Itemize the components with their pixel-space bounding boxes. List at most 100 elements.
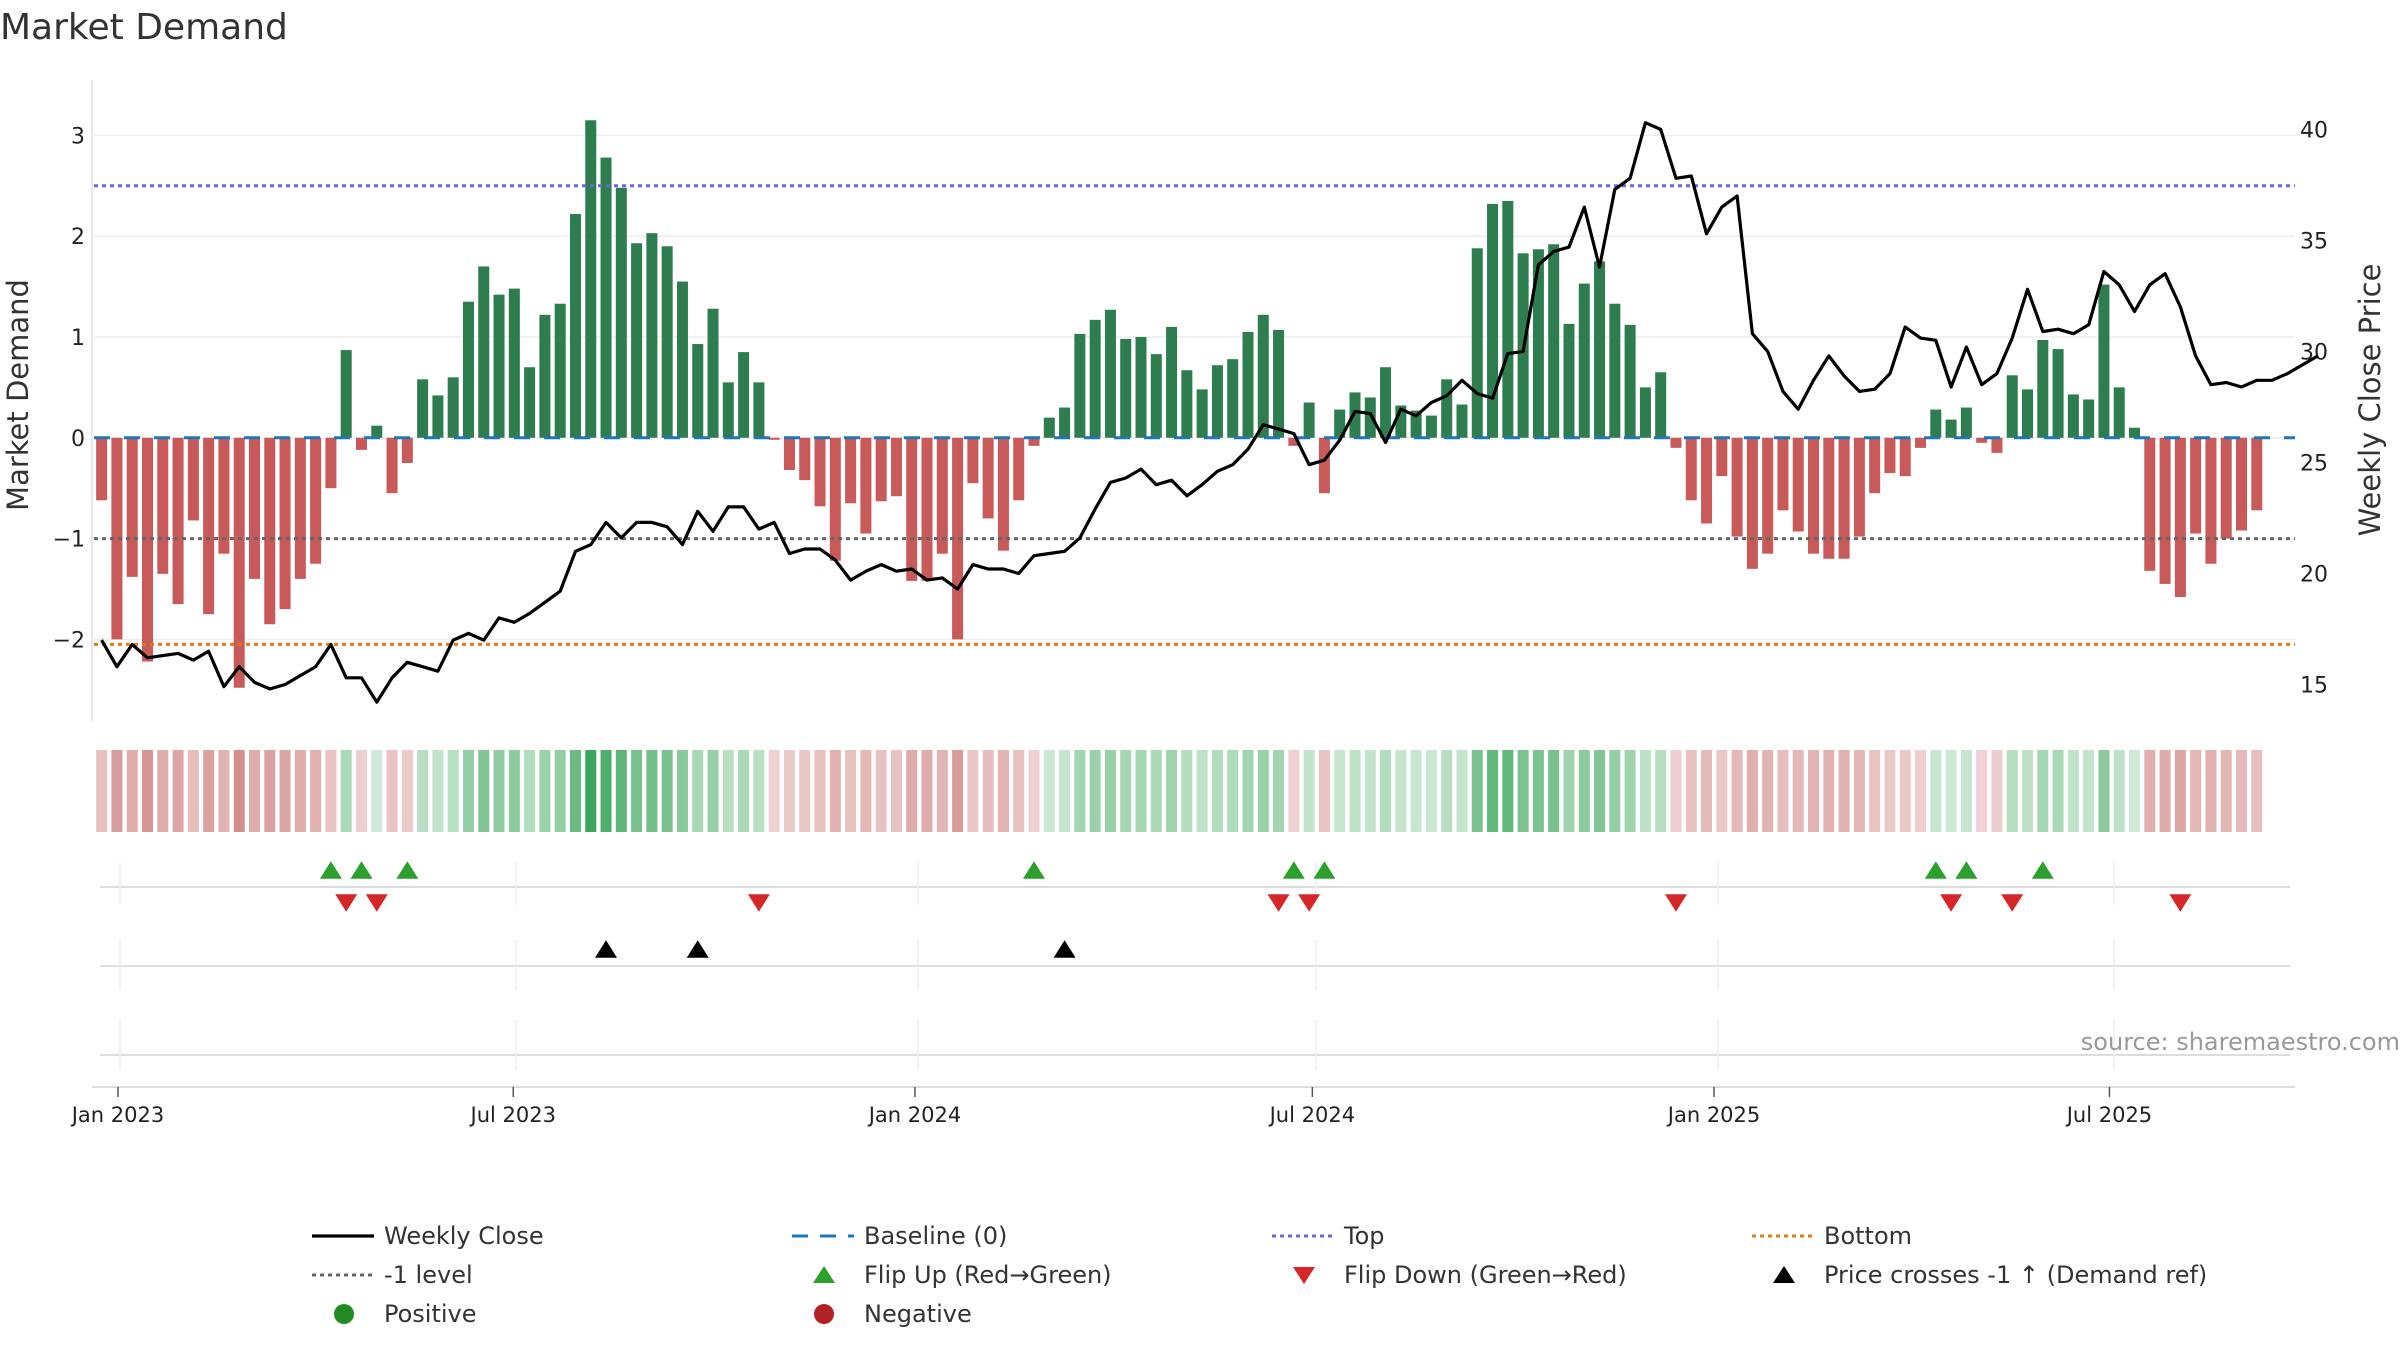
- legend-item: Top: [1272, 1222, 1385, 1250]
- flip-up-marker: [319, 861, 342, 879]
- demand-bar-negative: [1884, 437, 1896, 474]
- demand-bar-negative: [1915, 437, 1927, 448]
- demand-bar-negative: [890, 437, 902, 497]
- heat-cell-positive: [1364, 750, 1376, 832]
- demand-bar-positive: [1104, 309, 1116, 438]
- heat-cell-positive: [2113, 750, 2125, 832]
- heat-cell-positive: [1273, 750, 1285, 832]
- legend-item: Negative: [814, 1300, 972, 1328]
- demand-bar-negative: [1013, 437, 1025, 501]
- heat-cell-negative: [829, 750, 841, 832]
- demand-bar-positive: [554, 303, 566, 438]
- heat-cell-negative: [860, 750, 872, 832]
- demand-bar-negative: [2205, 437, 2217, 564]
- heat-cell-negative: [1762, 750, 1774, 832]
- heat-cell-positive: [585, 750, 597, 832]
- legend-triangle-up-icon: [1773, 1266, 1795, 1283]
- demand-bar-negative: [1777, 437, 1789, 511]
- heat-cell-positive: [1089, 750, 1101, 832]
- heat-cell-positive: [432, 750, 444, 832]
- heat-cell-positive: [1043, 750, 1055, 832]
- price-cross-marker: [1053, 940, 1076, 958]
- price-cross-marker: [686, 940, 709, 958]
- legend-item: Bottom: [1752, 1222, 1912, 1250]
- heat-cell-positive: [539, 750, 551, 832]
- demand-bar-positive: [1487, 203, 1499, 438]
- flip-down-marker: [2169, 894, 2192, 912]
- heat-cell-positive: [1563, 750, 1575, 832]
- demand-bar-negative: [2190, 437, 2202, 534]
- y2-axis-title: Weekly Close Price: [2353, 264, 2387, 537]
- flip-up-marker: [396, 861, 419, 879]
- heat-cell-positive: [447, 750, 459, 832]
- demand-bar-positive: [462, 301, 474, 438]
- demand-bar-positive: [569, 214, 581, 438]
- legend-label: Flip Up (Red→Green): [864, 1261, 1112, 1289]
- demand-bar-positive: [646, 233, 658, 438]
- demand-bar-negative: [386, 437, 398, 494]
- x-tick-label: Jan 2025: [1666, 1103, 1761, 1127]
- heat-cell-negative: [967, 750, 979, 832]
- heat-cell-positive: [1150, 750, 1162, 832]
- heat-cell-negative: [1853, 750, 1865, 832]
- heat-cell-positive: [524, 750, 536, 832]
- source-note: source: sharemaestro.com: [2081, 1028, 2400, 1056]
- demand-bar-positive: [432, 395, 444, 438]
- heat-cell-positive: [738, 750, 750, 832]
- demand-bar-negative: [875, 437, 887, 502]
- demand-bar-negative: [2159, 437, 2171, 584]
- heat-cell-negative: [218, 750, 230, 832]
- y2-tick-label: 20: [2300, 562, 2328, 587]
- legend-triangle-up-icon: [813, 1266, 835, 1283]
- heat-cell-negative: [875, 750, 887, 832]
- demand-bar-positive: [1150, 354, 1162, 438]
- demand-bar-negative: [172, 437, 184, 605]
- demand-bar-positive: [417, 379, 429, 438]
- heat-cell-positive: [1502, 750, 1514, 832]
- demand-bar-negative: [921, 437, 933, 581]
- heat-cell-negative: [157, 750, 169, 832]
- legend-item: Weekly Close: [312, 1222, 544, 1250]
- heat-cell-negative: [768, 750, 780, 832]
- y-tick-label: 2: [71, 225, 85, 250]
- y2-tick-label: 35: [2300, 229, 2328, 254]
- heat-cell-negative: [936, 750, 948, 832]
- demand-bar-positive: [600, 157, 612, 438]
- demand-bar-positive: [1135, 336, 1147, 438]
- legend-item: -1 level: [312, 1261, 473, 1289]
- heat-cell-negative: [997, 750, 1009, 832]
- demand-bar-positive: [1624, 324, 1636, 438]
- flip-down-marker: [1664, 894, 1687, 912]
- heat-cell-negative: [1808, 750, 1820, 832]
- demand-bar-negative: [1762, 437, 1774, 554]
- demand-bar-positive: [1059, 407, 1071, 438]
- heat-cell-negative: [2159, 750, 2171, 832]
- demand-bar-positive: [1303, 402, 1315, 438]
- heat-cell-negative: [294, 750, 306, 832]
- demand-bar-positive: [1425, 415, 1437, 438]
- demand-bar-positive: [1639, 387, 1651, 438]
- demand-bar-positive: [478, 266, 490, 438]
- demand-bar-negative: [264, 437, 276, 625]
- heat-cell-positive: [1578, 750, 1590, 832]
- heat-cell-positive: [2006, 750, 2018, 832]
- heat-cell-negative: [172, 750, 184, 832]
- heat-cell-positive: [2067, 750, 2079, 832]
- demand-bar-positive: [2037, 340, 2049, 438]
- heat-cell-negative: [1777, 750, 1789, 832]
- demand-bar-negative: [248, 437, 260, 579]
- legend-label: Flip Down (Green→Red): [1344, 1261, 1627, 1289]
- heat-cell-positive: [707, 750, 719, 832]
- legend: Weekly Close Baseline (0) Top Bottom -1 leve…: [312, 1222, 2207, 1328]
- heat-cell-positive: [1930, 750, 1942, 832]
- demand-bar-positive: [493, 294, 505, 438]
- demand-bar-positive: [1395, 405, 1407, 438]
- demand-bar-positive: [1502, 200, 1514, 438]
- demand-bar-negative: [829, 437, 841, 561]
- demand-bar-positive: [1563, 323, 1575, 438]
- demand-bar-negative: [1838, 437, 1850, 559]
- heat-cell-negative: [906, 750, 918, 832]
- demand-bar-negative: [203, 437, 215, 615]
- heat-cell-positive: [1349, 750, 1361, 832]
- demand-bar-negative: [967, 437, 979, 484]
